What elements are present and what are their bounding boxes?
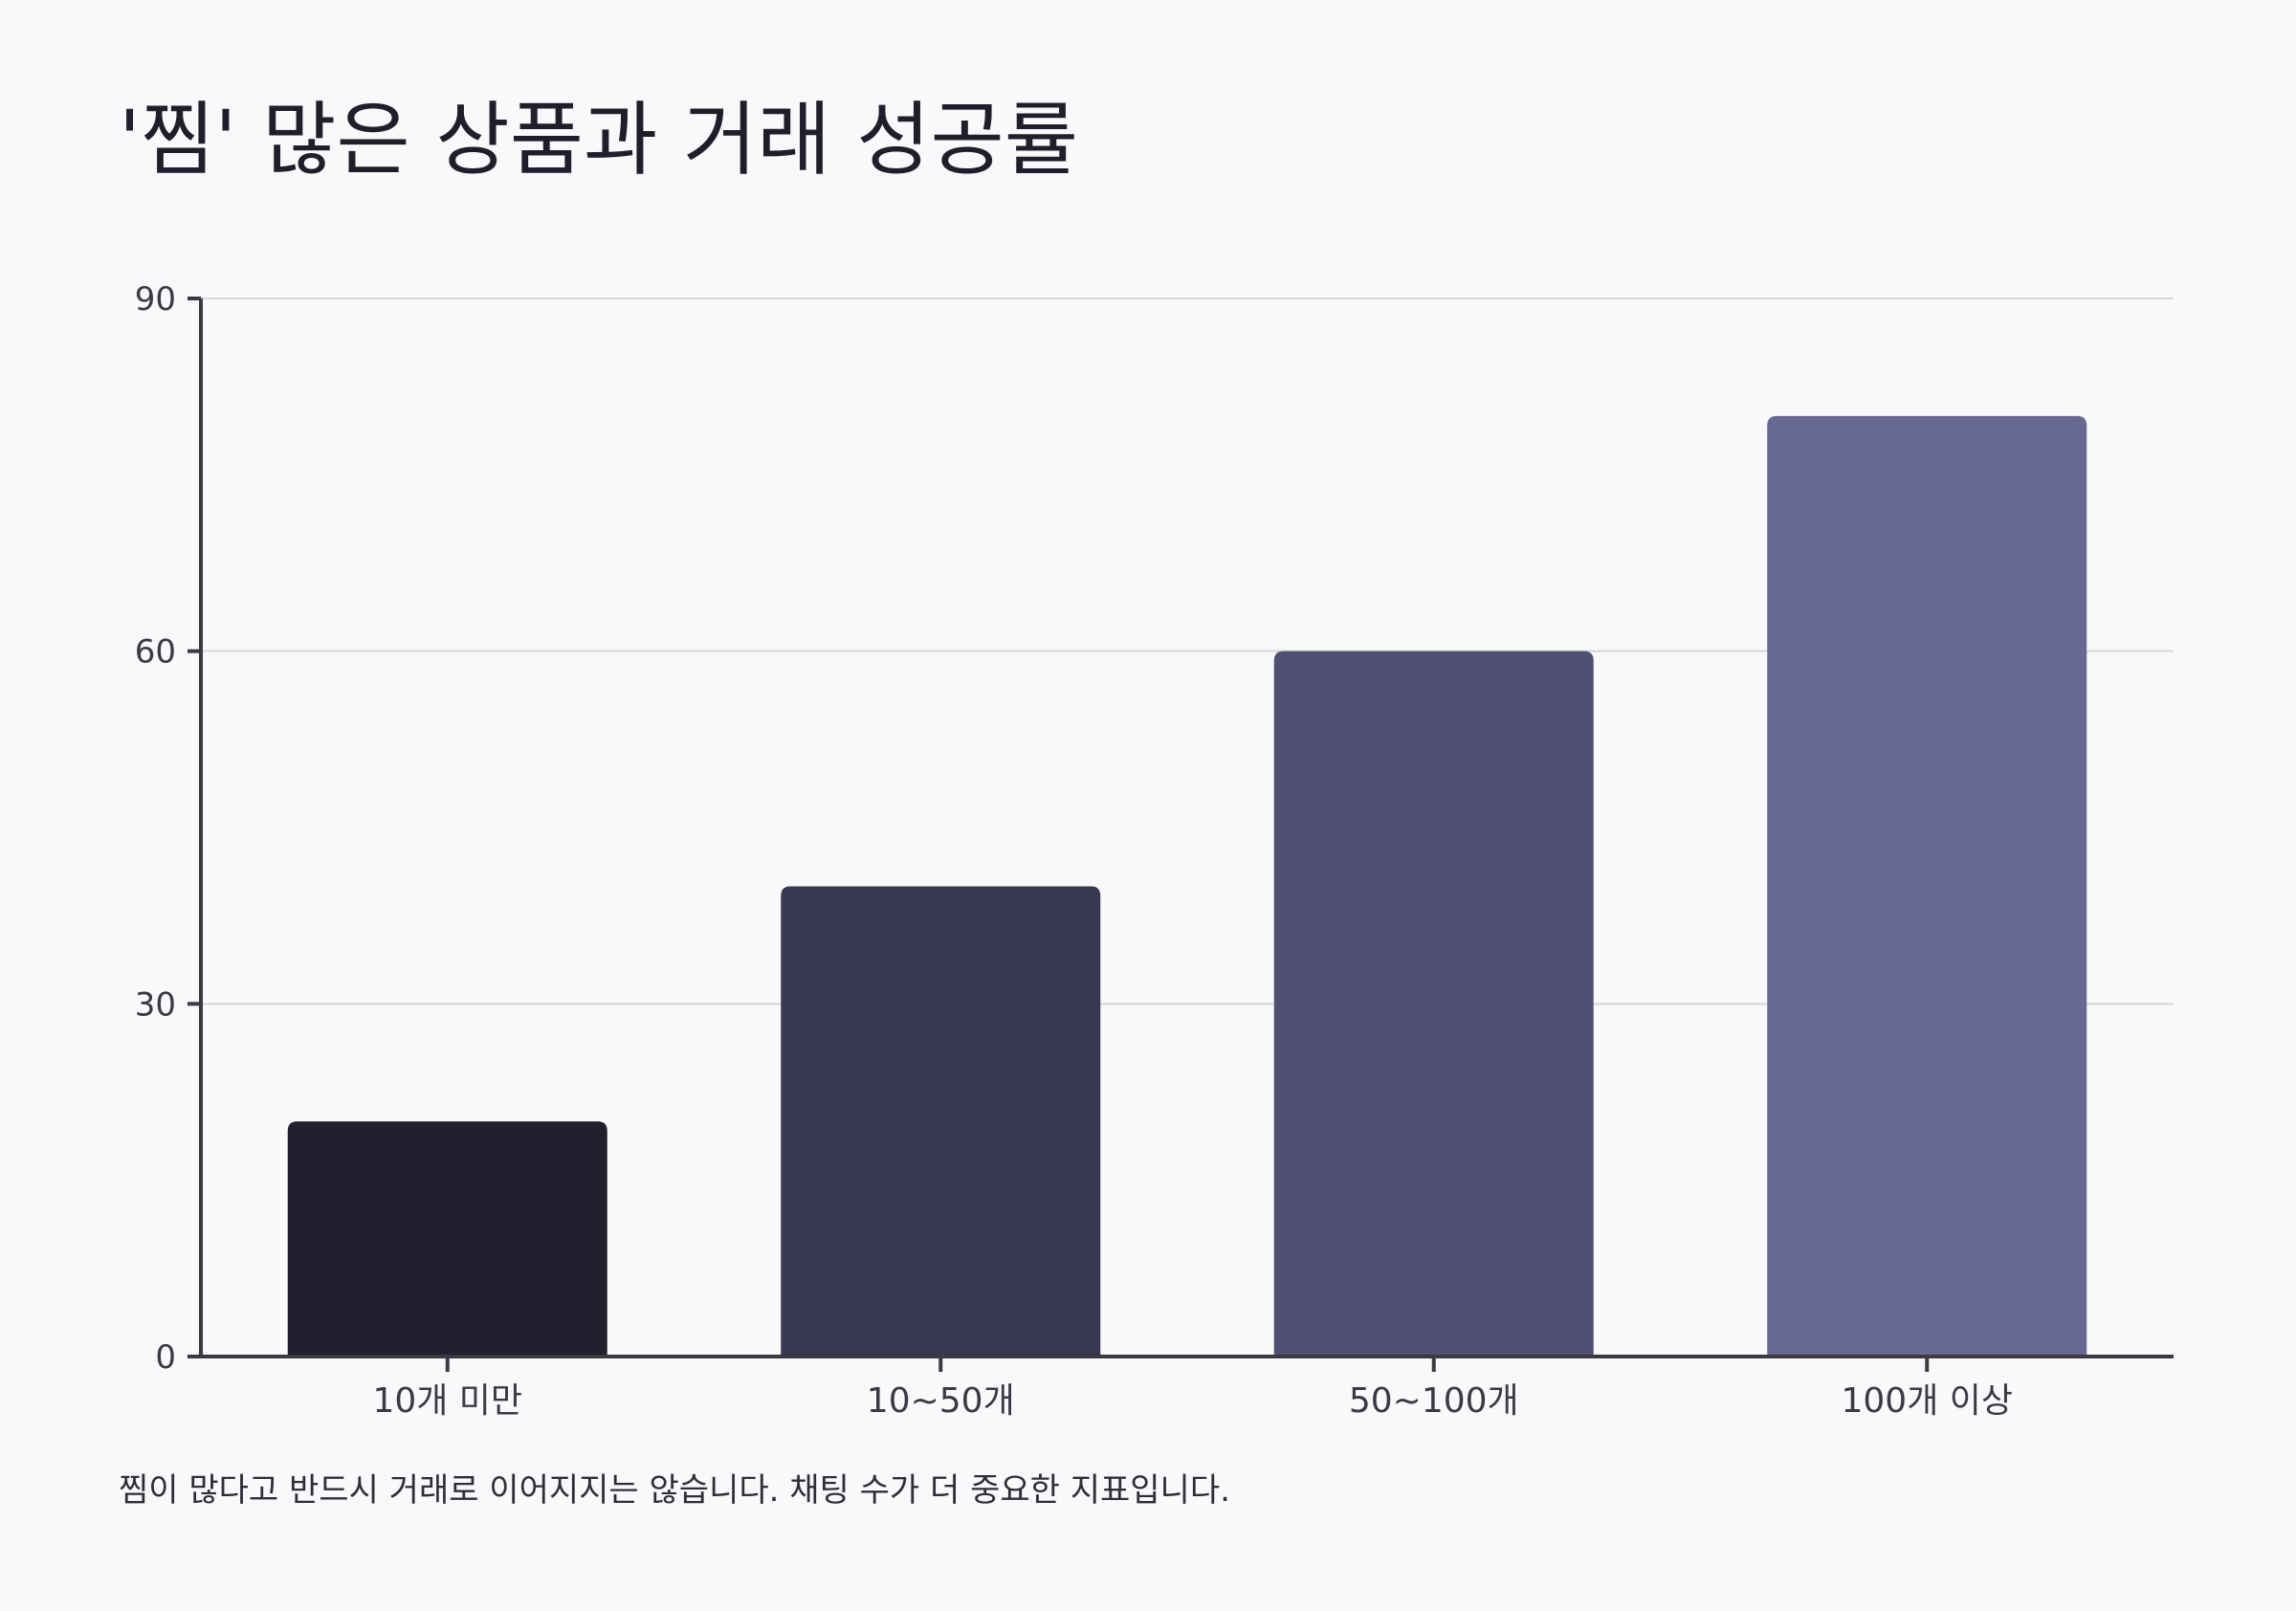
x-tick-label: 10~50개: [867, 1381, 1015, 1421]
x-tick-label: 100개 이상: [1841, 1381, 2013, 1421]
bar-4: [1767, 415, 2087, 1357]
bar-2: [781, 886, 1101, 1357]
bar-3: [1273, 651, 1594, 1357]
x-tick-label: 50~100개: [1349, 1381, 1519, 1421]
axes: [188, 297, 2174, 1372]
y-tick-label: 0: [155, 1338, 176, 1377]
tick-labels: 0 30 60 90 10개 미만 10~50개 50~100개 100개 이상: [135, 280, 2013, 1421]
y-tick-label: 30: [135, 985, 176, 1024]
bar-1: [287, 1121, 607, 1357]
x-tick-label: 10개 미만: [372, 1381, 522, 1421]
y-tick-label: 90: [135, 280, 176, 319]
chart-footnote: 찜이 많다고 반드시 거래로 이어지지는 않습니다. 채팅 수가 더 중요한 지…: [119, 1471, 1230, 1510]
y-tick-label: 60: [135, 633, 176, 672]
bars: [287, 415, 2087, 1357]
chart-title: '찜' 많은 상품과 거래 성공률: [119, 93, 1079, 187]
